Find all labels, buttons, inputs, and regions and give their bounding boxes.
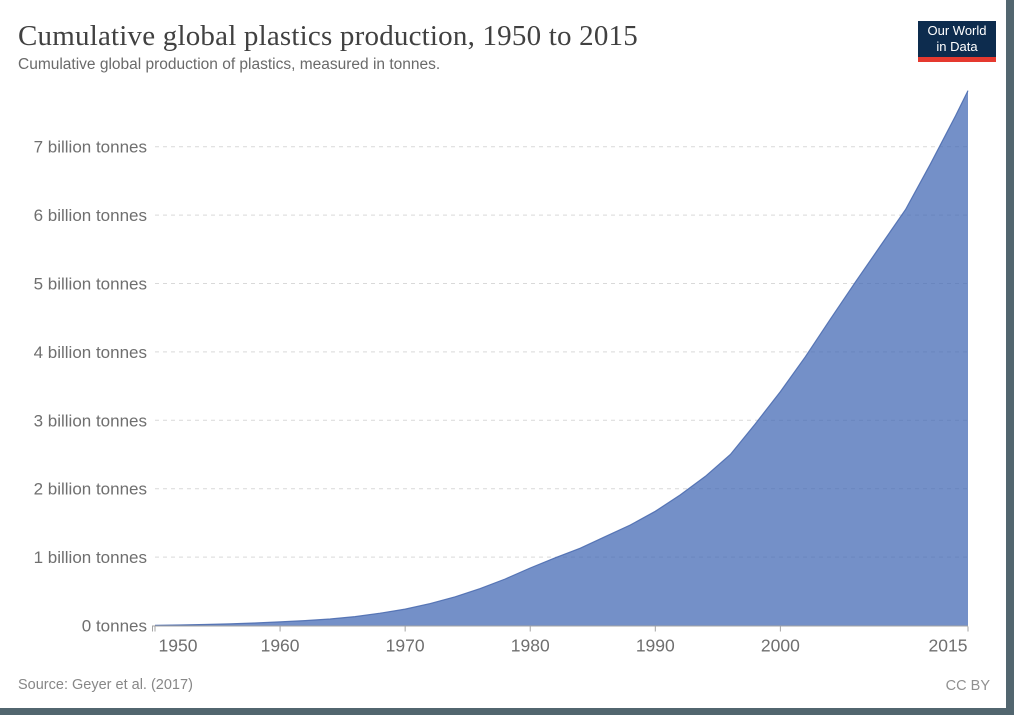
area-series: [155, 90, 968, 626]
x-axis-label: 2015: [929, 636, 968, 656]
owid-logo-line1: Our World: [927, 23, 987, 38]
y-axis-label: 2 billion tonnes: [34, 480, 147, 499]
x-axis-label: 1970: [386, 636, 425, 656]
x-axis-label: 1980: [511, 636, 550, 656]
y-axis-label: 3 billion tonnes: [34, 411, 147, 430]
y-axis-label: 1 billion tonnes: [34, 548, 147, 567]
x-axis-label: 2000: [761, 636, 800, 656]
chart-subtitle: Cumulative global production of plastics…: [18, 56, 441, 73]
license-link[interactable]: CC BY: [945, 678, 990, 694]
chart-title: Cumulative global plastics production, 1…: [18, 20, 638, 52]
x-axis-label: 1990: [636, 636, 675, 656]
y-axis-label: 0 tonnes: [82, 617, 147, 636]
x-axis-label: 1960: [261, 636, 300, 656]
y-axis-label: 6 billion tonnes: [34, 206, 147, 225]
owid-logo[interactable]: Our World in Data: [918, 21, 996, 62]
owid-logo-line2: in Data: [936, 39, 978, 54]
y-axis-label: 5 billion tonnes: [34, 275, 147, 294]
y-axis-label: 4 billion tonnes: [34, 343, 147, 362]
x-axis-label: 1950: [159, 636, 198, 656]
source-note: Source: Geyer et al. (2017): [18, 677, 193, 693]
y-axis-label: 7 billion tonnes: [34, 138, 147, 157]
area-series-outline: [154, 90, 969, 626]
area-chart-canvas[interactable]: 0 tonnes 1 billion tonnes 2 billion tonnes…: [0, 0, 1006, 668]
